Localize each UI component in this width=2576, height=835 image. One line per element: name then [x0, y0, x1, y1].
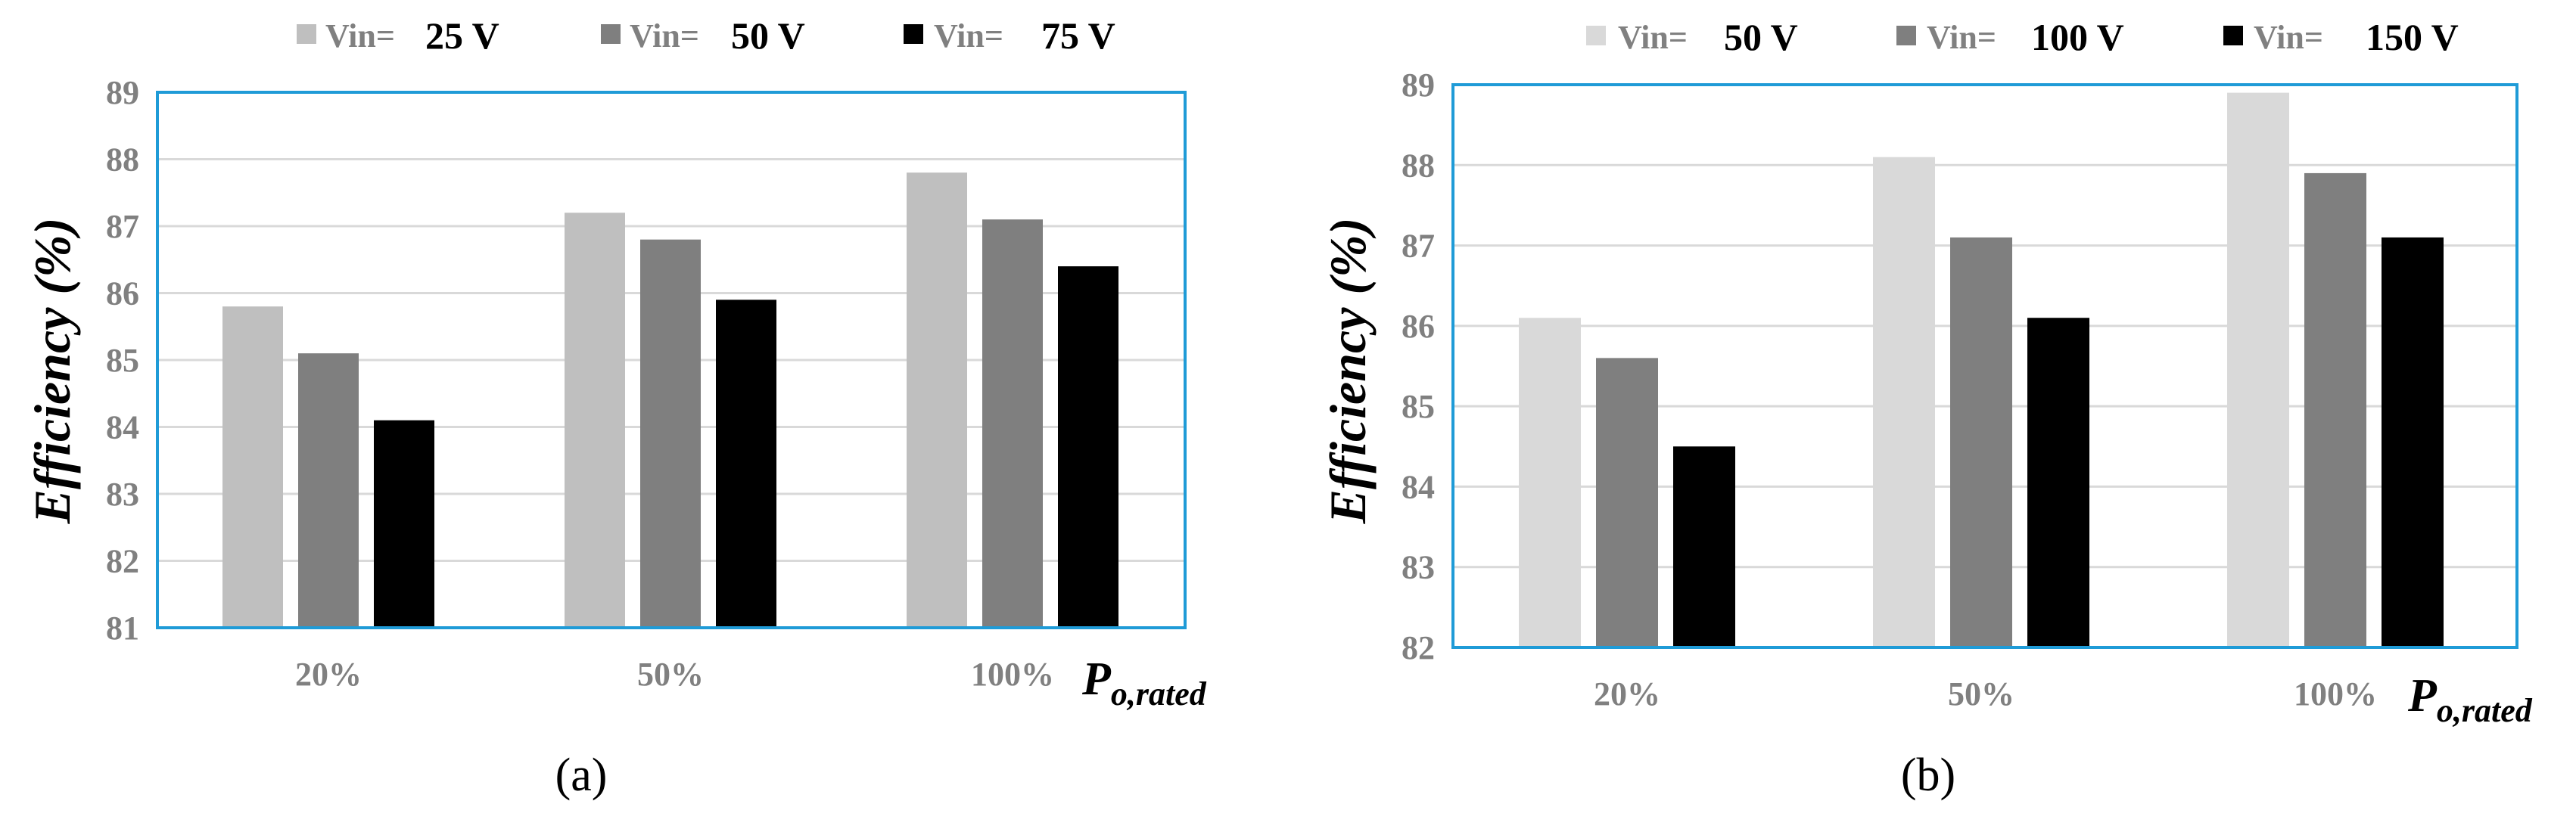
chart-b-bar-1-50pct — [1873, 157, 1935, 647]
chart-b-bar-3-100pct — [2382, 237, 2444, 647]
chart-b-bar-2-50pct — [1950, 237, 2012, 647]
chart-a-legend-value: 75 V — [1041, 14, 1115, 57]
chart-a-bar-3-50pct — [716, 300, 776, 628]
chart-a-legend-swatch — [297, 24, 316, 44]
chart-b-bar-3-20pct — [1673, 446, 1735, 647]
chart-a-bar-2-50pct — [640, 239, 701, 628]
chart-b-legend-swatch — [1586, 26, 1606, 45]
chart-a-legend-swatch — [904, 24, 923, 44]
chart-b-bar-3-50pct — [2027, 318, 2089, 647]
chart-b-legend-value: 100 V — [2031, 16, 2124, 58]
chart-b-legend-swatch — [1896, 26, 1916, 45]
chart-a-bar-1-20pct — [222, 306, 283, 628]
chart-b-legend-prefix: Vin= — [1618, 19, 1688, 56]
chart-a-bar-2-20pct — [298, 353, 359, 628]
chart-b-panel-label: (b) — [1901, 750, 1955, 801]
chart-b-legend-value: 50 V — [1724, 16, 1798, 58]
chart-a-plot-frame — [156, 91, 1187, 629]
chart-b-bar-2-20pct — [1596, 358, 1658, 647]
chart-b-x-axis-label-main: P — [2407, 670, 2438, 722]
chart-b-legend-swatch — [2223, 26, 2243, 45]
chart-a-legend-prefix: Vin= — [934, 17, 1003, 54]
chart-b-bar-2-100pct — [2304, 172, 2366, 647]
chart-a-x-axis-label-sub: o,rated — [1111, 675, 1207, 712]
chart-a-ytick-label: 86 — [106, 275, 139, 312]
chart-a-legend-value: 25 V — [425, 14, 499, 57]
chart-a-x-axis-label-main: P — [1081, 653, 1112, 705]
chart-b-ytick-label: 83 — [1402, 549, 1435, 586]
chart-b-ytick-label: 84 — [1402, 468, 1435, 505]
chart-a-legend-value: 50 V — [731, 14, 805, 57]
chart-b-ytick-label: 88 — [1402, 147, 1435, 184]
chart-b-ytick-label: 85 — [1402, 388, 1435, 425]
chart-b-x-axis-label: Po,rated — [2407, 670, 2533, 729]
chart-a-ytick-label: 82 — [106, 543, 139, 580]
chart-b-category-label: 100% — [2294, 675, 2377, 712]
chart-a-ytick-label: 84 — [106, 409, 139, 446]
chart-b-ytick-label: 82 — [1402, 629, 1435, 666]
chart-a-category-label: 20% — [295, 656, 362, 693]
chart-b-plot-frame — [1451, 83, 2518, 649]
chart-a-bar-3-100pct — [1058, 266, 1118, 628]
chart-a-ytick-label: 88 — [106, 141, 139, 178]
chart-a-bar-2-100pct — [982, 219, 1043, 628]
chart-b-category-label: 50% — [1948, 675, 2014, 712]
chart-a-ytick-label: 85 — [106, 342, 139, 379]
chart-a-bar-1-50pct — [565, 213, 625, 628]
chart-a-ytick-label: 87 — [106, 208, 139, 245]
chart-b-y-axis-label: Efficiency (%) — [1319, 218, 1377, 525]
chart-b-legend-value: 150 V — [2366, 16, 2459, 58]
chart-a-bar-1-100pct — [907, 172, 967, 628]
chart-a-y-axis-label: Efficiency (%) — [23, 218, 81, 525]
chart-a-legend-prefix: Vin= — [630, 17, 699, 54]
chart-a-legend-swatch — [601, 24, 621, 44]
chart-b-bar-1-100pct — [2227, 92, 2289, 648]
chart-b-bar-1-20pct — [1519, 318, 1581, 647]
chart-b-ytick-label: 89 — [1402, 67, 1435, 104]
chart-a-bar-3-20pct — [374, 420, 434, 628]
chart-a-legend-prefix: Vin= — [325, 17, 395, 54]
chart-b-ytick-label: 87 — [1402, 228, 1435, 265]
chart-b-category-label: 20% — [1594, 675, 1660, 712]
chart-b-ytick-label: 86 — [1402, 308, 1435, 345]
chart-a-ytick-label: 81 — [106, 610, 139, 647]
chart-a-panel-label: (a) — [555, 750, 608, 801]
chart-a-x-axis-label: Po,rated — [1081, 653, 1207, 712]
chart-b-legend-prefix: Vin= — [1927, 19, 1996, 56]
chart-a-category-label: 50% — [637, 656, 704, 693]
chart-b-x-axis-label-sub: o,rated — [2437, 692, 2533, 729]
chart-a-category-label: 100% — [971, 656, 1054, 693]
chart-a-ytick-label: 89 — [106, 74, 139, 111]
chart-a-ytick-label: 83 — [106, 476, 139, 513]
chart-b-legend-prefix: Vin= — [2254, 19, 2323, 56]
